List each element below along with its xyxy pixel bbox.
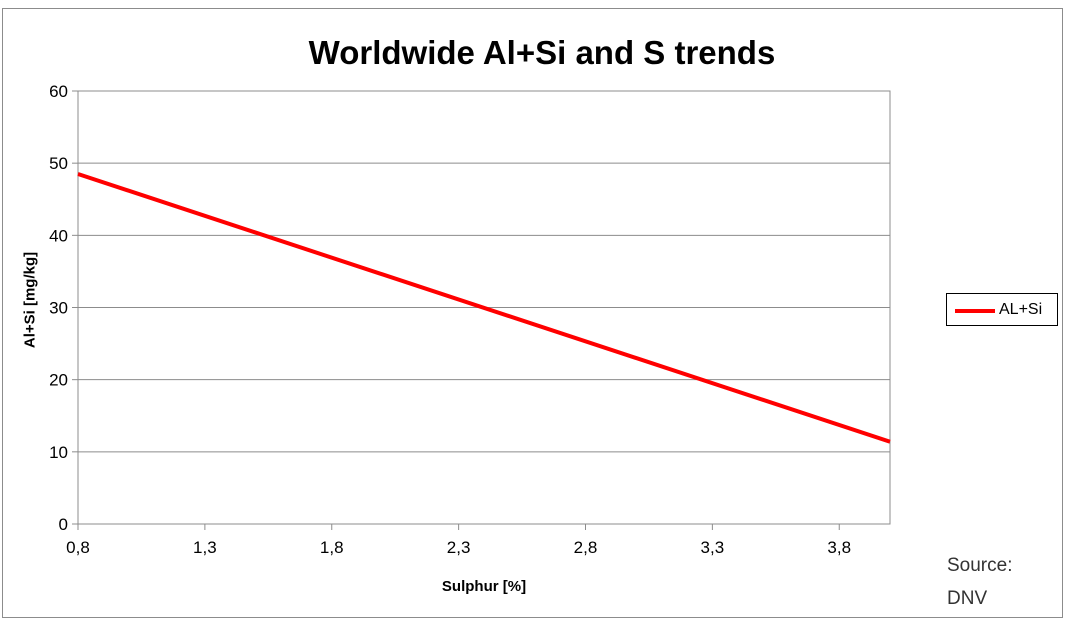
y-axis-label: Al+Si [mg/kg] [21,251,39,349]
source-label: Source: [947,555,1013,576]
y-tick-label: 20 [49,371,68,390]
x-tick-label: 1,8 [320,538,344,557]
chart-title: Worldwide Al+Si and S trends [308,34,776,71]
y-tick-label: 10 [49,443,68,462]
chart-frame [2,8,1063,618]
plot-area-border [77,90,891,525]
x-tick-label: 3,3 [701,538,725,557]
y-tick-label: 50 [49,154,68,173]
x-tick-label: 2,8 [574,538,598,557]
x-tick-label: 1,3 [193,538,217,557]
legend-label: AL+Si [999,301,1043,318]
series-line [77,172,891,444]
source-note: Source: DNV [947,549,1012,615]
y-tick-label: 40 [49,226,68,245]
y-tick-label: 60 [49,82,68,101]
x-tick-label: 0,8 [66,538,90,557]
x-tick-label: 3,8 [827,538,851,557]
source-value: DNV [947,588,988,609]
chart-plot: 0 10 20 30 40 50 60 0,8 1,3 1,8 2,3 2,8 3,3 3,8 [49,82,891,557]
x-axis-label: Sulphur [%] [441,578,527,595]
y-tick-label: 0 [59,515,68,534]
chart-legend: AL+Si [946,293,1058,326]
legend-swatch [955,309,995,313]
y-tick-label: 30 [49,299,68,318]
x-tick-label: 2,3 [447,538,471,557]
